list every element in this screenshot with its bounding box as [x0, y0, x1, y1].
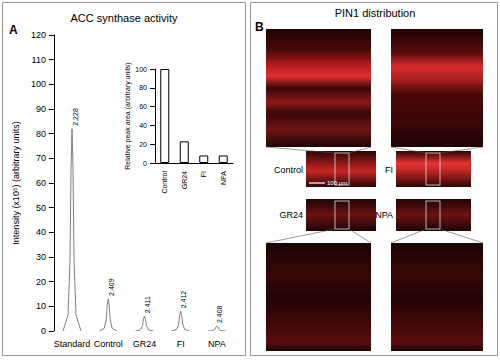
svg-text:2.412: 2.412: [180, 291, 187, 309]
svg-text:2.409: 2.409: [108, 278, 115, 296]
svg-text:Relative peak area (arbitrary: Relative peak area (arbitrary units): [124, 62, 132, 169]
svg-text:FI: FI: [177, 339, 185, 349]
svg-text:NPA: NPA: [375, 210, 393, 220]
svg-text:Intensity (x10⁵) (arbitrary un: Intensity (x10⁵) (arbitrary units): [11, 121, 21, 244]
svg-text:2.228: 2.228: [72, 108, 79, 126]
svg-text:Standard: Standard: [54, 339, 91, 349]
svg-text:120: 120: [31, 30, 46, 40]
svg-text:100 μm: 100 μm: [327, 180, 347, 186]
svg-text:30: 30: [36, 252, 46, 262]
svg-text:40: 40: [139, 122, 147, 129]
svg-text:FI: FI: [200, 171, 207, 177]
svg-text:100: 100: [31, 79, 46, 89]
svg-text:Control: Control: [94, 339, 123, 349]
svg-text:FI: FI: [385, 165, 393, 175]
svg-text:100: 100: [135, 66, 147, 73]
html-text:A: A: [9, 23, 18, 37]
svg-text:80: 80: [36, 129, 46, 139]
svg-text:60: 60: [139, 103, 147, 110]
svg-text:20: 20: [139, 141, 147, 148]
svg-text:50: 50: [36, 203, 46, 213]
svg-text:GR24: GR24: [279, 210, 303, 220]
svg-text:80: 80: [139, 84, 147, 91]
svg-text:NPA: NPA: [208, 339, 226, 349]
svg-text:PIN1 distribution: PIN1 distribution: [335, 7, 416, 19]
svg-text:GR24: GR24: [181, 171, 188, 189]
svg-text:ACC synthase activity: ACC synthase activity: [71, 12, 178, 24]
svg-text:60: 60: [36, 178, 46, 188]
svg-text:0: 0: [41, 326, 46, 336]
svg-text:110: 110: [32, 55, 46, 65]
svg-text:40: 40: [36, 227, 46, 237]
svg-text:2.408: 2.408: [216, 305, 223, 323]
svg-text:20: 20: [36, 277, 46, 287]
svg-text:B: B: [255, 20, 264, 34]
svg-text:NPA: NPA: [220, 171, 227, 185]
svg-text:70: 70: [36, 153, 46, 163]
svg-text:0: 0: [143, 160, 147, 167]
svg-text:GR24: GR24: [133, 339, 157, 349]
svg-text:2.411: 2.411: [144, 296, 151, 313]
svg-text:Control: Control: [274, 165, 303, 175]
svg-text:10: 10: [36, 301, 46, 311]
svg-text:Control: Control: [161, 171, 168, 194]
svg-text:90: 90: [36, 104, 46, 114]
